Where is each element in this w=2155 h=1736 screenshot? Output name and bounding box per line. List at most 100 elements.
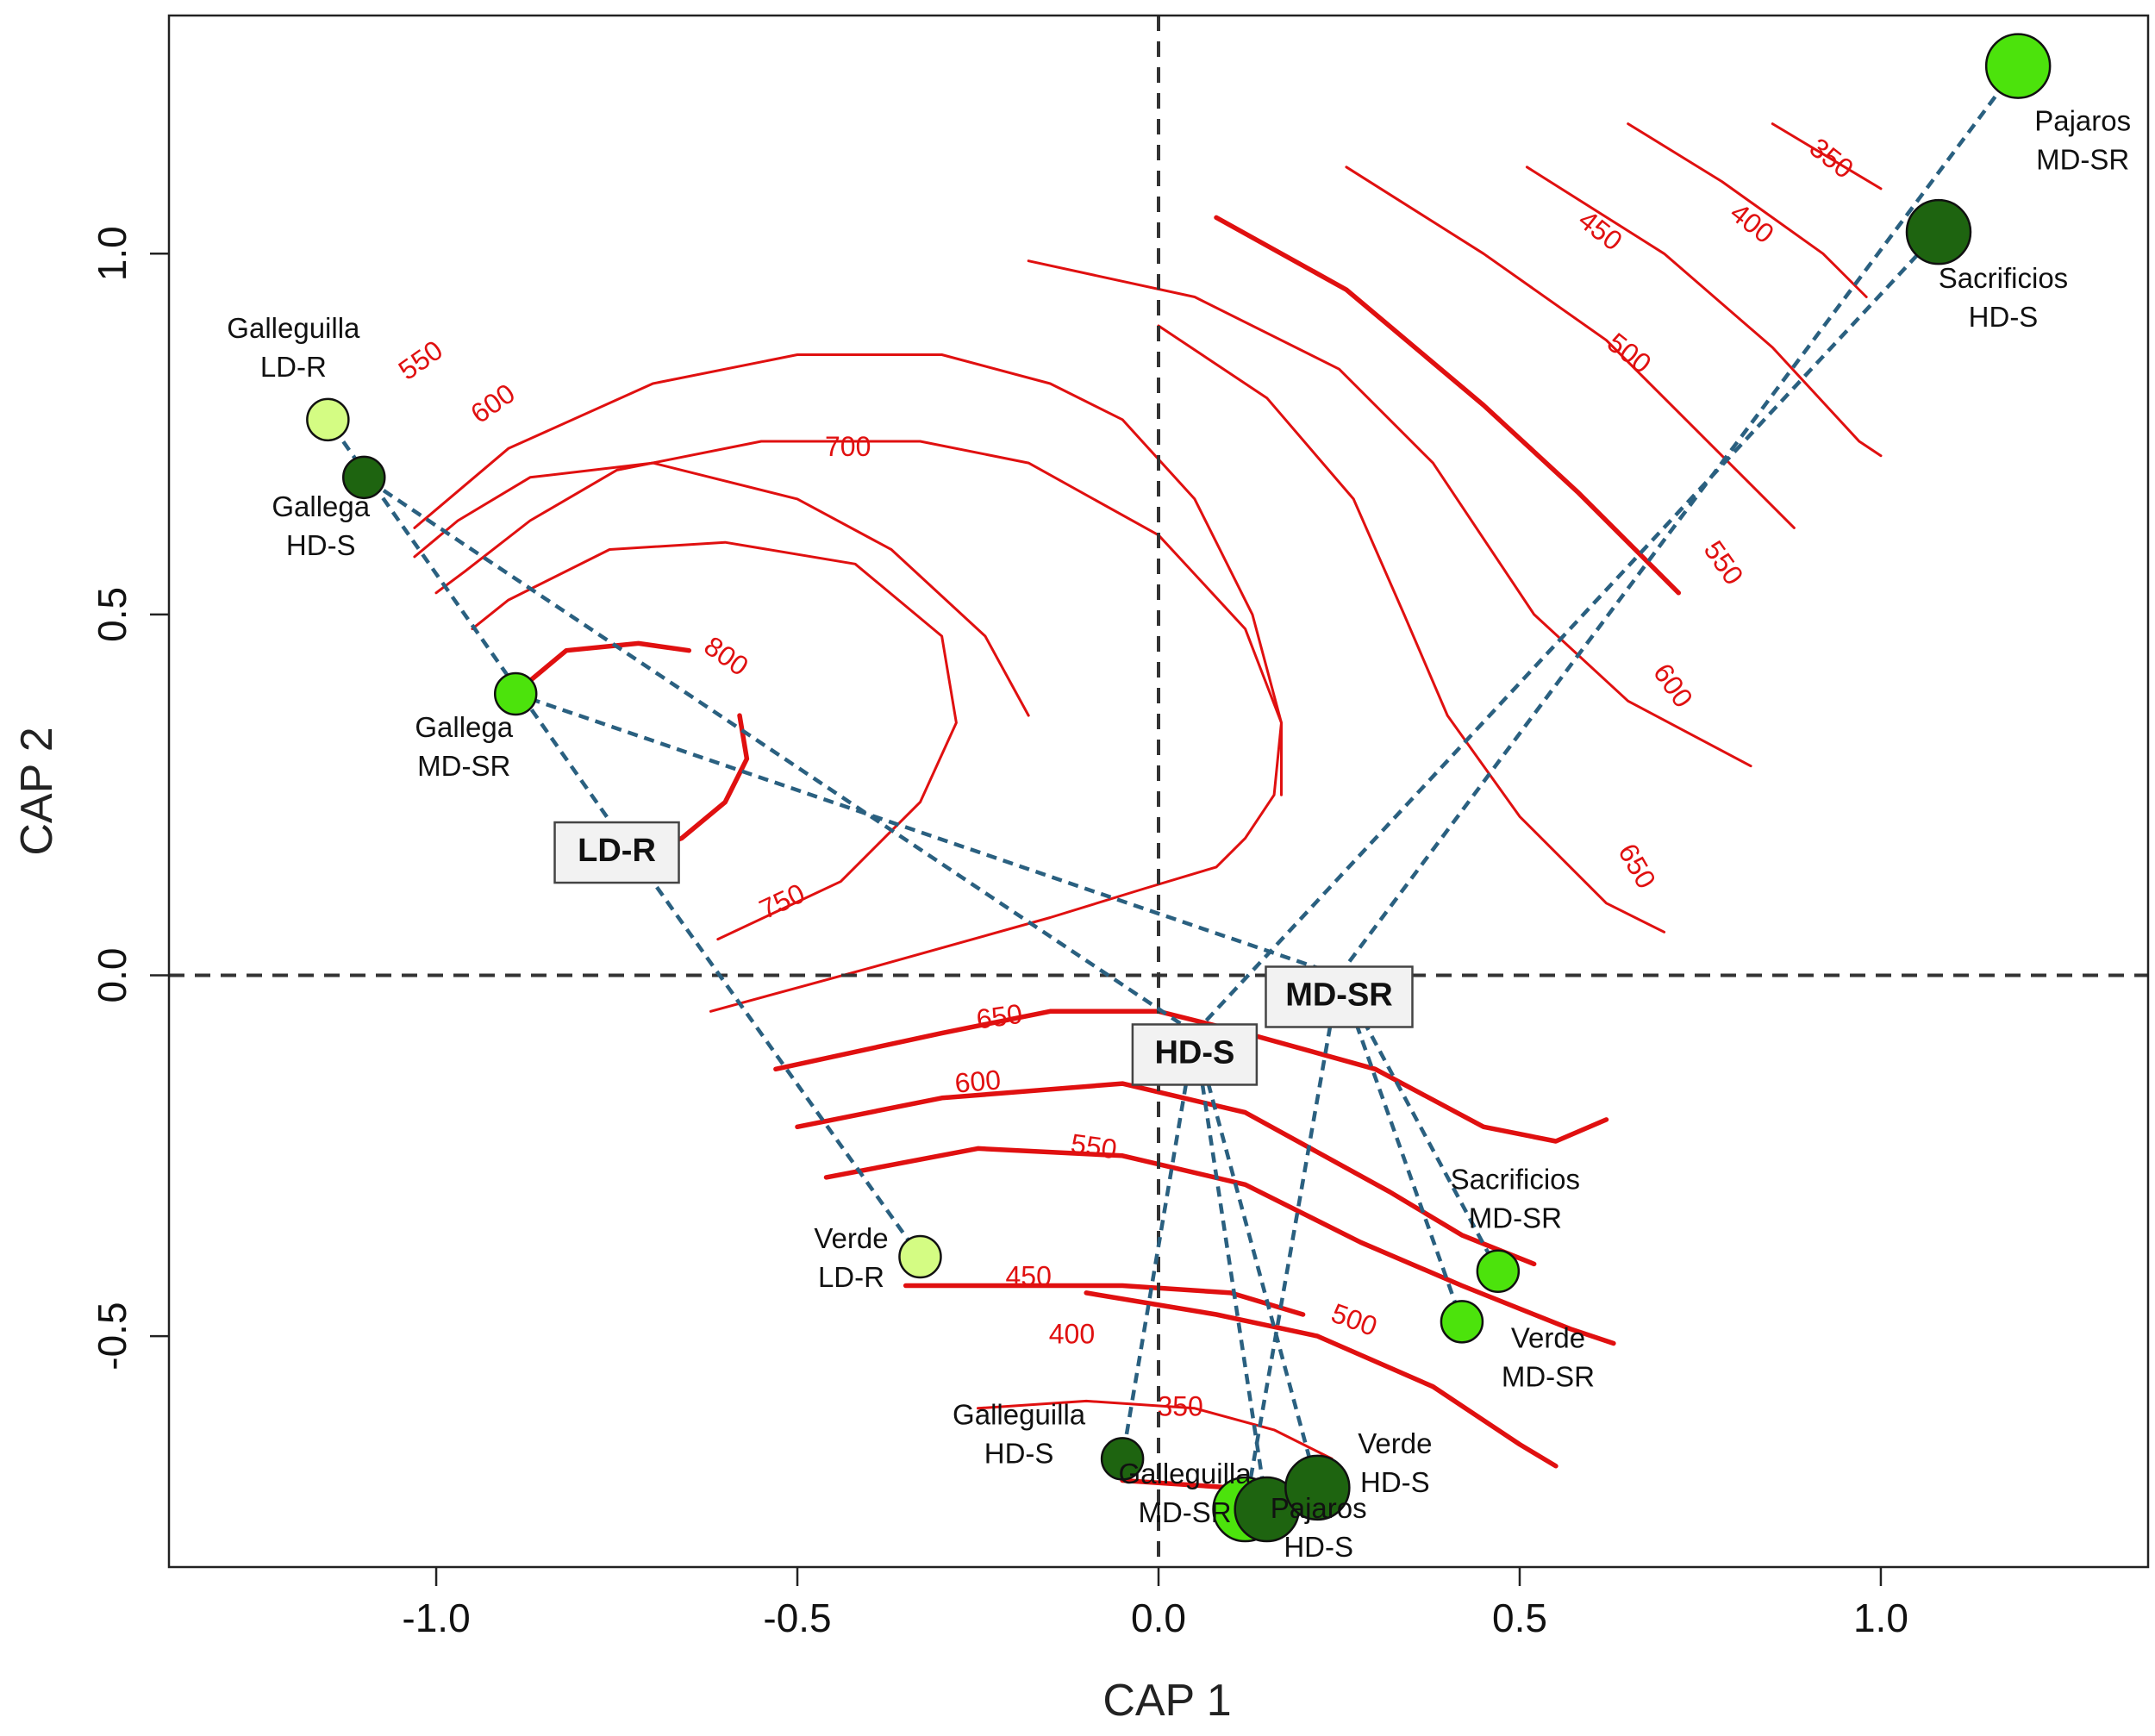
x-tick-label: -0.5 bbox=[763, 1595, 831, 1640]
site-label-galleguilla-ld-r: Galleguilla LD-R bbox=[227, 312, 360, 383]
contour-label: 650 bbox=[974, 998, 1024, 1035]
contour-label: 550 bbox=[1069, 1127, 1119, 1165]
site-points bbox=[306, 33, 2052, 1543]
site-point-galleguilla-hd-s bbox=[1100, 1437, 1145, 1481]
site-label-sacrificios-md-sr: Sacrificios MD-SR bbox=[1451, 1164, 1580, 1234]
site-name-label: Galleguilla bbox=[953, 1398, 1086, 1430]
site-name-label: Verde bbox=[814, 1222, 888, 1254]
contour-line-upper-350 bbox=[1771, 122, 1883, 190]
site-name-label: Verde bbox=[1358, 1427, 1432, 1459]
contour-line-upper-600 bbox=[1027, 259, 1752, 768]
contour-line-lower-500 bbox=[1084, 1290, 1558, 1469]
contour-label: 350 bbox=[1157, 1390, 1202, 1421]
site-label-verde-ld-r: Verde LD-R bbox=[814, 1222, 888, 1293]
site-point-verde-hd-s bbox=[1284, 1454, 1351, 1521]
site-name-label: Verde bbox=[1511, 1321, 1585, 1353]
site-point-galleguilla-ld-r bbox=[306, 397, 350, 442]
site-labels: GalleguillaLD-RGallegaHD-SGallegaMD-SRVe… bbox=[227, 105, 2131, 1563]
contour-line-mid-750 bbox=[471, 540, 958, 941]
spider-line-galleguilla-md-sr bbox=[1243, 975, 1341, 1510]
centroid-box-hd-s: HD-S bbox=[1131, 1023, 1259, 1086]
contour-line-upper-450 bbox=[1525, 165, 1883, 458]
contour-line-upper-650 bbox=[1157, 324, 1666, 934]
contour-line-lower-450 bbox=[903, 1283, 1306, 1317]
treatment-label: HD-S bbox=[1969, 301, 2039, 333]
treatment-label: HD-S bbox=[1360, 1466, 1430, 1498]
treatment-label: MD-SR bbox=[417, 750, 510, 782]
site-label-verde-md-sr: Verde MD-SR bbox=[1502, 1321, 1595, 1392]
treatment-label: MD-SR bbox=[1469, 1202, 1562, 1234]
spider-line-gallega-hd-s bbox=[362, 475, 1196, 1035]
site-label-sacrificios-hd-s: Sacrificios HD-S bbox=[1939, 262, 2068, 333]
site-label-galleguilla-hd-s: Galleguilla HD-S bbox=[953, 1398, 1086, 1469]
spider-line-galleguilla-hd-s bbox=[1120, 1033, 1197, 1459]
contour-line-upper-arc bbox=[413, 353, 1283, 796]
centroid-box-background bbox=[1265, 965, 1414, 1028]
site-label-verde-hd-s: Verde HD-S bbox=[1358, 1427, 1432, 1498]
spider-line-verde-hd-s bbox=[1192, 1032, 1320, 1489]
site-point-sacrificios-md-sr bbox=[1476, 1249, 1521, 1293]
centroid-box-background bbox=[553, 821, 680, 884]
site-point-gallega-md-sr bbox=[493, 671, 538, 716]
contour-line-outer-loop bbox=[413, 461, 1030, 717]
contour-line-lower-600 bbox=[795, 1081, 1537, 1267]
x-axis-title: CAP 1 bbox=[1102, 1676, 1231, 1726]
axes: -1.0 -0.5 0.0 0.5 1.0 -0.5 0.0 0.5 1.0 bbox=[90, 226, 1908, 1640]
site-label-pajaros-hd-s: Pajaros HD-S bbox=[1271, 1492, 1367, 1563]
contour-line-upper-550 bbox=[1214, 215, 1682, 596]
site-name-label: Gallega bbox=[272, 490, 370, 522]
site-name-label: Sacrificios bbox=[1939, 262, 2068, 294]
treatment-label: LD-R bbox=[818, 1261, 884, 1293]
centroid-box-ld-r: LD-R bbox=[553, 821, 680, 884]
site-name-label: Gallega bbox=[415, 711, 513, 743]
contour-line-lower-550 bbox=[823, 1146, 1616, 1346]
contour-line-upper-400 bbox=[1627, 122, 1868, 298]
treatment-label: MD-SR bbox=[1502, 1360, 1595, 1392]
centroid-label: MD-SR bbox=[1285, 977, 1393, 1014]
treatment-label: HD-S bbox=[286, 529, 356, 561]
treatment-label: MD-SR bbox=[1138, 1496, 1231, 1528]
centroid-label: LD-R bbox=[578, 833, 656, 869]
treatment-label: MD-SR bbox=[2036, 144, 2129, 176]
site-point-verde-ld-r bbox=[898, 1234, 942, 1279]
site-name-label: Pajaros bbox=[1271, 1492, 1367, 1524]
contour-line-lower-400 bbox=[977, 1399, 1334, 1460]
site-name-label: Pajaros bbox=[2034, 105, 2131, 137]
site-name-label: Galleguilla bbox=[1119, 1458, 1252, 1489]
x-tick-label: 1.0 bbox=[1853, 1595, 1908, 1640]
contour-line-inner-800 bbox=[520, 640, 692, 690]
x-tick-label: 0.0 bbox=[1131, 1595, 1186, 1640]
contour-label: 400 bbox=[1049, 1319, 1095, 1350]
treatment-label: HD-S bbox=[984, 1437, 1054, 1469]
site-label-gallega-md-sr: Gallega MD-SR bbox=[415, 711, 513, 782]
y-tick-label: 0.0 bbox=[90, 948, 134, 1003]
site-label-pajaros-md-sr: Pajaros MD-SR bbox=[2034, 105, 2131, 176]
contour-line-mid-700 bbox=[434, 440, 1283, 1013]
contour-label: 700 bbox=[825, 431, 871, 462]
site-point-verde-md-sr bbox=[1440, 1300, 1484, 1344]
spider-line-gallega-md-sr bbox=[515, 691, 1340, 977]
site-point-gallega-hd-s bbox=[341, 455, 386, 500]
x-tick-label: -1.0 bbox=[402, 1595, 470, 1640]
y-tick-label: 1.0 bbox=[90, 226, 134, 281]
y-tick-label: -0.5 bbox=[90, 1302, 134, 1370]
centroid-box-background bbox=[1131, 1023, 1259, 1086]
centroid-label: HD-S bbox=[1154, 1034, 1234, 1071]
treatment-label: HD-S bbox=[1284, 1531, 1353, 1563]
y-tick-label: 0.5 bbox=[90, 587, 134, 642]
site-name-label: Galleguilla bbox=[227, 312, 360, 344]
centroid-boxes: LD-R HD-S MD-SR bbox=[553, 821, 1414, 1086]
x-tick-label: 0.5 bbox=[1492, 1595, 1547, 1640]
contour-line-upper-500 bbox=[1345, 165, 1796, 529]
treatment-label: LD-R bbox=[260, 351, 327, 383]
centroid-box-md-sr: MD-SR bbox=[1265, 965, 1414, 1028]
site-label-gallega-hd-s: Gallega HD-S bbox=[272, 490, 370, 561]
spider-line-pajaros-hd-s bbox=[1192, 1033, 1269, 1510]
site-label-galleguilla-md-sr: Galleguilla MD-SR bbox=[1119, 1458, 1252, 1528]
y-axis-title: CAP 2 bbox=[12, 727, 62, 855]
site-name-label: Sacrificios bbox=[1451, 1164, 1580, 1196]
site-point-pajaros-md-sr bbox=[1984, 33, 2052, 99]
spider-line-verde-ld-r bbox=[615, 829, 922, 1258]
